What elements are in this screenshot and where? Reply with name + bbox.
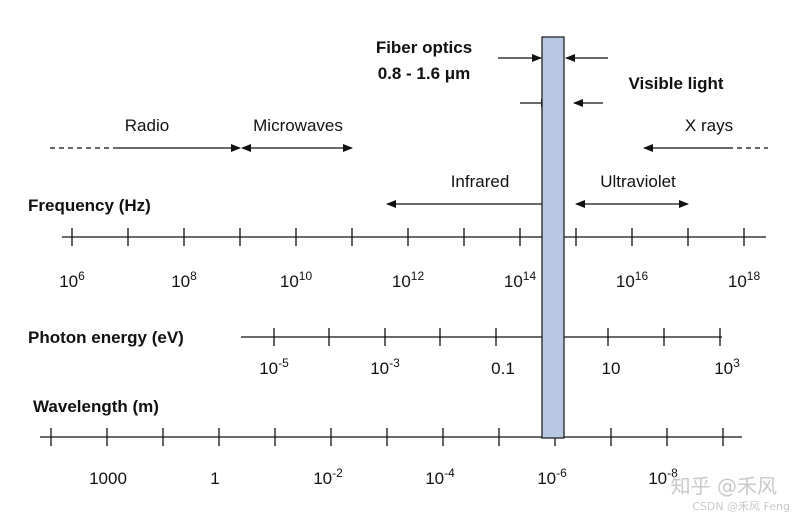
wavelength-axis-title: Wavelength (m) — [33, 397, 159, 416]
frequency-tick-label: 1016 — [616, 269, 649, 291]
photon-axis-title: Photon energy (eV) — [28, 328, 184, 347]
wavelength-tick-label: 10-4 — [425, 466, 455, 488]
frequency-axis-title: Frequency (Hz) — [28, 196, 151, 215]
photon-tick-label: 10-3 — [370, 356, 400, 378]
photon-tick-label: 10 — [602, 359, 621, 378]
watermark-main: 知乎 @禾风 — [671, 474, 777, 498]
frequency-tick-label: 1014 — [504, 269, 537, 291]
photon-tick-label: 0.1 — [491, 359, 515, 378]
xrays-label: X rays — [685, 116, 733, 135]
photon-tick-label: 103 — [714, 356, 740, 378]
wavelength-tick-label: 1 — [210, 469, 219, 488]
infrared-label: Infrared — [451, 172, 510, 191]
photon-tick-label: 10-5 — [259, 356, 289, 378]
wavelength-tick-label: 10-6 — [537, 466, 567, 488]
fiber-title: Fiber optics — [376, 38, 472, 57]
photon-tick-labels: 10-5 10-3 0.1 10 103 — [259, 356, 740, 378]
visible-light-label: Visible light — [628, 74, 723, 93]
band-arrows — [50, 54, 768, 208]
frequency-tick-label: 108 — [171, 269, 197, 291]
wavelength-axis — [40, 428, 742, 446]
fiber-range: 0.8 - 1.6 μm — [378, 64, 471, 83]
photon-axis — [241, 328, 722, 346]
fiber-optics-band — [541, 36, 565, 439]
wavelength-tick-label: 1000 — [89, 469, 127, 488]
frequency-tick-label: 106 — [59, 269, 85, 291]
radio-label: Radio — [125, 116, 169, 135]
frequency-tick-label: 1012 — [392, 269, 425, 291]
frequency-tick-labels: 106 108 1010 1012 1014 1016 1018 — [59, 269, 760, 291]
wavelength-tick-label: 10-8 — [648, 466, 678, 488]
wavelength-tick-label: 10-2 — [313, 466, 343, 488]
microwaves-label: Microwaves — [253, 116, 343, 135]
watermark-sub: CSDN @禾风 Feng — [692, 500, 790, 513]
wavelength-tick-labels: 1000 1 10-2 10-4 10-6 10-8 — [89, 466, 678, 488]
frequency-tick-label: 1010 — [280, 269, 313, 291]
frequency-tick-label: 1018 — [728, 269, 761, 291]
ultraviolet-label: Ultraviolet — [600, 172, 676, 191]
frequency-axis — [62, 228, 766, 246]
